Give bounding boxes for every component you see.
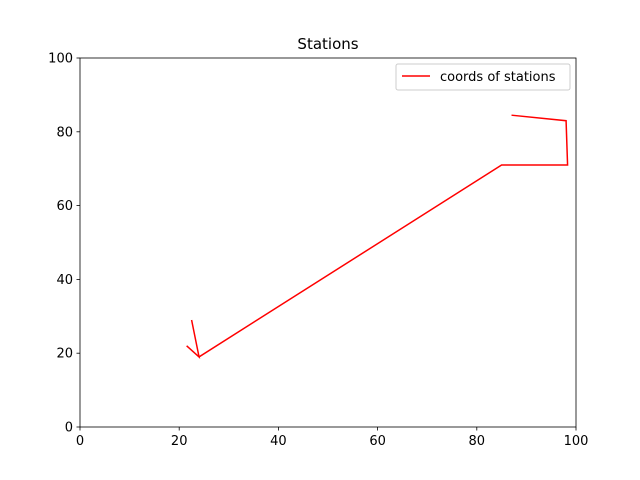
y-tick-label: 20 bbox=[56, 347, 73, 362]
legend-box bbox=[395, 63, 571, 91]
chart-title: Stations bbox=[297, 35, 358, 53]
legend: coords of stations bbox=[395, 63, 571, 91]
x-tick-label: 20 bbox=[171, 434, 188, 449]
plot-background bbox=[80, 58, 576, 427]
legend-label-coords-of-stations: coords of stations bbox=[440, 70, 556, 85]
x-tick-label: 40 bbox=[270, 434, 287, 449]
y-tick-label: 0 bbox=[65, 421, 73, 436]
y-tick-label: 60 bbox=[56, 199, 73, 214]
series-layer bbox=[186, 114, 569, 359]
y-tick-label: 40 bbox=[56, 273, 73, 288]
y-tick-label: 100 bbox=[48, 52, 73, 67]
x-tick-label: 80 bbox=[469, 434, 486, 449]
x-tick-label: 60 bbox=[369, 434, 386, 449]
axes-frame bbox=[79, 57, 577, 428]
x-tick-label: 0 bbox=[76, 434, 84, 449]
axes-layer: 0 20 40 60 80 100 0 20 40 60 80 100 bbox=[48, 52, 588, 450]
y-tick-label: 80 bbox=[56, 125, 73, 140]
x-tick-label: 100 bbox=[564, 434, 589, 449]
series-line-0 bbox=[186, 114, 569, 359]
plot-area bbox=[80, 58, 576, 427]
